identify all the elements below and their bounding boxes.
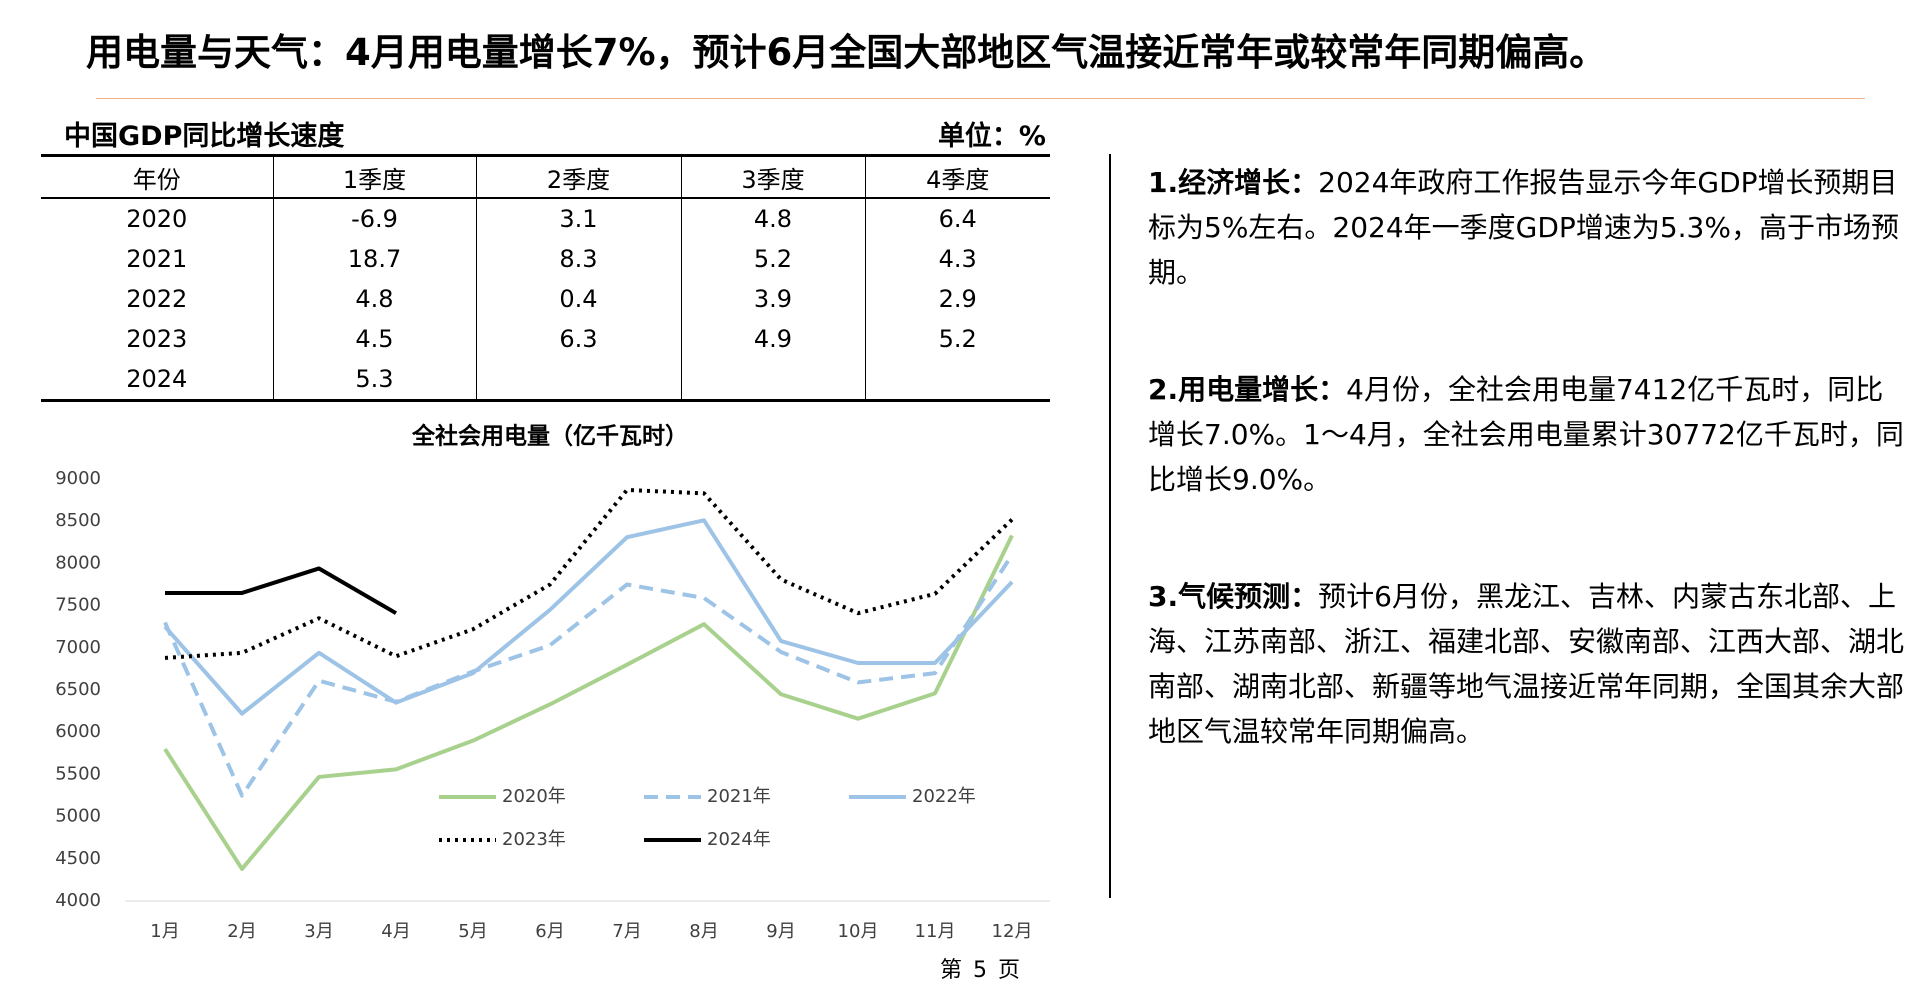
table-cell: 5.3 (273, 359, 477, 401)
x-tick-label: 4月 (381, 921, 410, 942)
x-tick-label: 8月 (689, 921, 718, 942)
x-tick-label: 7月 (612, 921, 641, 942)
table-cell: 4.3 (938, 245, 977, 273)
legend-label: 2024年 (707, 829, 771, 850)
x-tick-label: 12月 (992, 921, 1033, 942)
series-line (163, 518, 1014, 716)
paragraph-text: 4月份，全社会用电量7412亿千瓦时，同比增长7.0%。1～4月，全社会用电量累… (1148, 373, 1904, 496)
table-cell: 2022 (41, 279, 274, 319)
x-tick-label: 2月 (227, 921, 256, 942)
table-cell: 5.2 (681, 239, 866, 279)
paragraph-label: 1.经济增长： (1148, 166, 1319, 199)
y-tick-label: 9000 (55, 468, 101, 489)
table-cell: 0.4 (476, 279, 682, 319)
y-tick-label: 7000 (55, 637, 101, 658)
paragraph-label: 2.用电量增长： (1148, 373, 1347, 406)
table-header: 年份 1季度 2季度 3季度 4季度 (41, 155, 1050, 198)
table-cell: 2.9 (938, 285, 977, 313)
table-cell: 5.2 (938, 325, 977, 353)
x-tick-label: 3月 (304, 921, 333, 942)
column-header: 2季度 (476, 155, 682, 198)
table-unit: 单位：% (937, 121, 1046, 152)
x-tick-label: 10月 (838, 921, 879, 942)
y-tick-label: 6000 (55, 721, 101, 742)
table-cell: 18.7 (273, 239, 477, 279)
table-cell: 6.3 (476, 319, 682, 359)
legend-label: 2021年 (707, 786, 771, 807)
y-tick-label: 7500 (55, 595, 101, 616)
table-cell: 2023 (41, 319, 274, 359)
table-row: 2021 18.7 8.3 5.2 4.3 (41, 239, 1050, 279)
table-row: 2022 4.8 0.4 3.9 2.9 (41, 279, 1050, 319)
slide-title: 用电量与天气：4月用电量增长7%，预计6月全国大部地区气温接近常年或较常年同期偏… (86, 31, 1607, 74)
paragraph-text: 预计6月份，黑龙江、吉林、内蒙古东北部、上海、江苏南部、浙江、福建北部、安徽南部… (1148, 580, 1905, 748)
column-header: 年份 (41, 155, 274, 198)
table-cell: -6.9 (273, 198, 477, 239)
table-row: 2023 4.5 6.3 4.9 5.2 (41, 319, 1050, 359)
x-tick-label: 9月 (766, 921, 795, 942)
paragraph: 2.用电量增长：4月份，全社会用电量7412亿千瓦时，同比增长7.0%。1～4月… (1148, 367, 1908, 502)
table-cell: 2020 (41, 198, 274, 239)
table-cell: 4.8 (273, 279, 477, 319)
table-cell (681, 359, 866, 401)
table-row: 2020 -6.9 3.1 4.8 6.4 (41, 198, 1050, 239)
x-tick-label: 5月 (458, 921, 487, 942)
y-tick-label: 5500 (55, 763, 101, 784)
table-cell: 2021 (41, 239, 274, 279)
legend-label: 2020年 (502, 786, 566, 807)
x-tick-label: 1月 (150, 921, 179, 942)
table-cell: 3.1 (476, 198, 682, 239)
divider (1109, 154, 1111, 898)
legend-label: 2022年 (912, 786, 976, 807)
chart-title: 全社会用电量（亿千瓦时） (411, 423, 688, 450)
y-tick-label: 5000 (55, 806, 101, 827)
table-cell: 3.9 (681, 279, 866, 319)
series-line (165, 566, 398, 615)
text-column: 1.经济增长：2024年政府工作报告显示今年GDP增长预期目标为5%左右。202… (1148, 160, 1908, 826)
y-tick-label: 8500 (55, 510, 101, 531)
table-cell: 2024 (41, 359, 274, 401)
table-cell: 4.5 (273, 319, 477, 359)
x-tick-label: 6月 (535, 921, 564, 942)
chart: 全社会用电量（亿千瓦时） 4000 4500 5000 5500 6000 6500 700… (55, 423, 1050, 942)
legend-label: 2023年 (502, 829, 566, 850)
paragraph: 1.经济增长：2024年政府工作报告显示今年GDP增长预期目标为5%左右。202… (1148, 160, 1908, 295)
y-tick-label: 4000 (55, 890, 101, 911)
page-number: 第 5 页 (940, 958, 1022, 983)
table-cell: 6.4 (938, 205, 977, 233)
title-rule (96, 98, 1865, 99)
table-cell: 4.9 (681, 319, 866, 359)
gdp-table: 年份 1季度 2季度 3季度 4季度 2020 -6.9 3.1 4.8 6.4 2021 18.7… (41, 154, 1050, 402)
table-row: 2024 5.3 (41, 359, 1050, 401)
column-header: 4季度 (926, 165, 990, 194)
y-tick-label: 6500 (55, 679, 101, 700)
column-header: 3季度 (681, 155, 866, 198)
paragraph: 3.气候预测：预计6月份，黑龙江、吉林、内蒙古东北部、上海、江苏南部、浙江、福建… (1148, 574, 1908, 754)
table-cell: 8.3 (476, 239, 682, 279)
series-line (163, 534, 1014, 871)
x-tick-label: 11月 (915, 921, 956, 942)
table-cell: 4.8 (681, 198, 866, 239)
y-tick-label: 8000 (55, 552, 101, 573)
y-tick-label: 4500 (55, 848, 101, 869)
table-title: 中国GDP同比增长速度 (64, 121, 345, 152)
series-line (163, 553, 1014, 798)
column-header: 1季度 (273, 155, 477, 198)
paragraph-text: 2024年政府工作报告显示今年GDP增长预期目标为5%左右。2024年一季度GD… (1148, 166, 1899, 289)
table-cell (476, 359, 682, 401)
table-body: 2020 -6.9 3.1 4.8 6.4 2021 18.7 8.3 5.2 4.3 2022 4.… (41, 198, 1050, 401)
paragraph-label: 3.气候预测： (1148, 580, 1319, 613)
